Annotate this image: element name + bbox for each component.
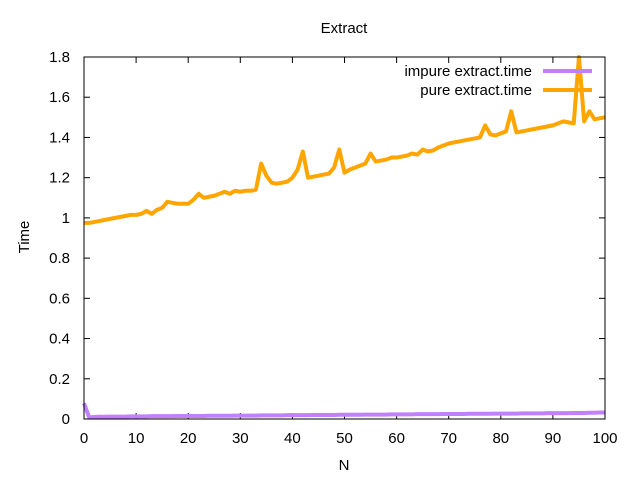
y-tick-label: 1 (62, 210, 70, 227)
y-tick-label: 0.6 (49, 290, 70, 307)
x-axis-label: N (339, 457, 350, 474)
legend: impure extract.time pure extract.time (404, 63, 592, 99)
y-tick-label: 1.4 (49, 129, 70, 146)
y-tick-label: 1.8 (49, 49, 70, 66)
legend-label: impure extract.time (404, 63, 532, 80)
series-group (82, 55, 606, 420)
y-axis-label: Time (16, 221, 33, 254)
tick-group: 0 10 20 30 40 50 60 70 80 90 100 0 0.2 0.4 0.6 0.8 1 1.2 1… (49, 49, 617, 447)
y-tick-label: 0.2 (49, 371, 70, 388)
x-tick-label: 70 (440, 430, 457, 447)
x-tick-label: 10 (128, 430, 145, 447)
y-tick-label: 0.8 (49, 250, 70, 267)
y-tick-label: 1.2 (49, 170, 70, 187)
x-tick-label: 30 (232, 430, 249, 447)
plot-frame (83, 56, 606, 420)
y-tick-label: 0 (62, 411, 70, 428)
x-tick-label: 0 (80, 430, 88, 447)
series-line-impure-extract-time (82, 402, 605, 420)
x-tick-label: 20 (180, 430, 197, 447)
x-tick-label: 100 (592, 430, 617, 447)
y-tick-label: 0.4 (49, 331, 70, 348)
x-tick-label: 80 (492, 430, 509, 447)
legend-label: pure extract.time (420, 82, 532, 99)
y-tick-label: 1.6 (49, 89, 70, 106)
x-tick-label: 90 (545, 430, 562, 447)
chart-title: Extract (321, 20, 369, 37)
series-line-pure-extract-time (84, 55, 606, 225)
x-tick-label: 40 (284, 430, 301, 447)
x-tick-label: 50 (336, 430, 353, 447)
x-tick-label: 60 (388, 430, 405, 447)
